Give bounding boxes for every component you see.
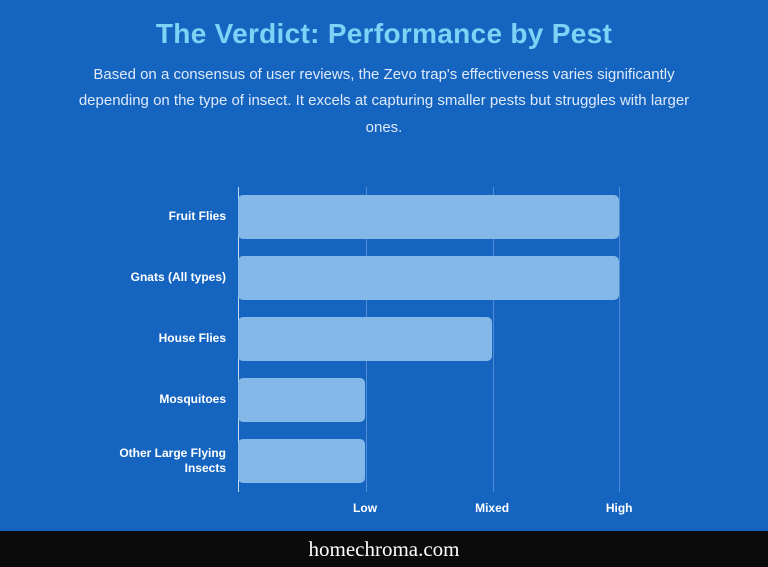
page-title: The Verdict: Performance by Pest (155, 18, 613, 49)
bar-track (238, 195, 670, 240)
footer-bar: homechroma.com (0, 531, 768, 567)
bar-track (238, 439, 670, 484)
bar-track (238, 317, 670, 362)
category-label: Fruit Flies (168, 209, 226, 224)
chart-plot-area: Fruit Flies Gnats (All types) House Flies M… (98, 186, 670, 492)
bar-row: Fruit Flies (98, 187, 670, 248)
gridline (492, 186, 494, 492)
category-label: Other Large Flying Insects (119, 445, 226, 476)
bar (238, 256, 620, 301)
x-tick-label: High (605, 500, 633, 515)
category-label: Mosquitoes (159, 392, 226, 407)
bar-chart: Fruit Flies Gnats (All types) House Flies M… (98, 186, 670, 518)
bar (238, 195, 620, 240)
x-tick-label: Low (353, 500, 378, 515)
gridline (619, 186, 621, 492)
bar-track (238, 256, 670, 301)
footer-site-name: homechroma.com (308, 536, 460, 561)
bar-rows: Fruit Flies Gnats (All types) House Flies M… (98, 187, 670, 492)
bar-row: Other Large Flying Insects (98, 431, 670, 492)
category-label: House Flies (158, 331, 226, 346)
bar-row: House Flies (98, 309, 670, 370)
bar-row: Gnats (All types) (98, 248, 670, 309)
bar-track (238, 378, 670, 423)
x-tick-label: Mixed (475, 500, 510, 515)
bar (238, 378, 366, 423)
page-subtitle: Based on a consensus of user reviews, th… (78, 66, 690, 136)
bar (238, 317, 493, 362)
x-axis-ticks: Low Mixed High (238, 492, 670, 518)
category-label: Gnats (All types) (130, 270, 226, 285)
bar-row: Mosquitoes (98, 370, 670, 431)
bar (238, 439, 366, 484)
